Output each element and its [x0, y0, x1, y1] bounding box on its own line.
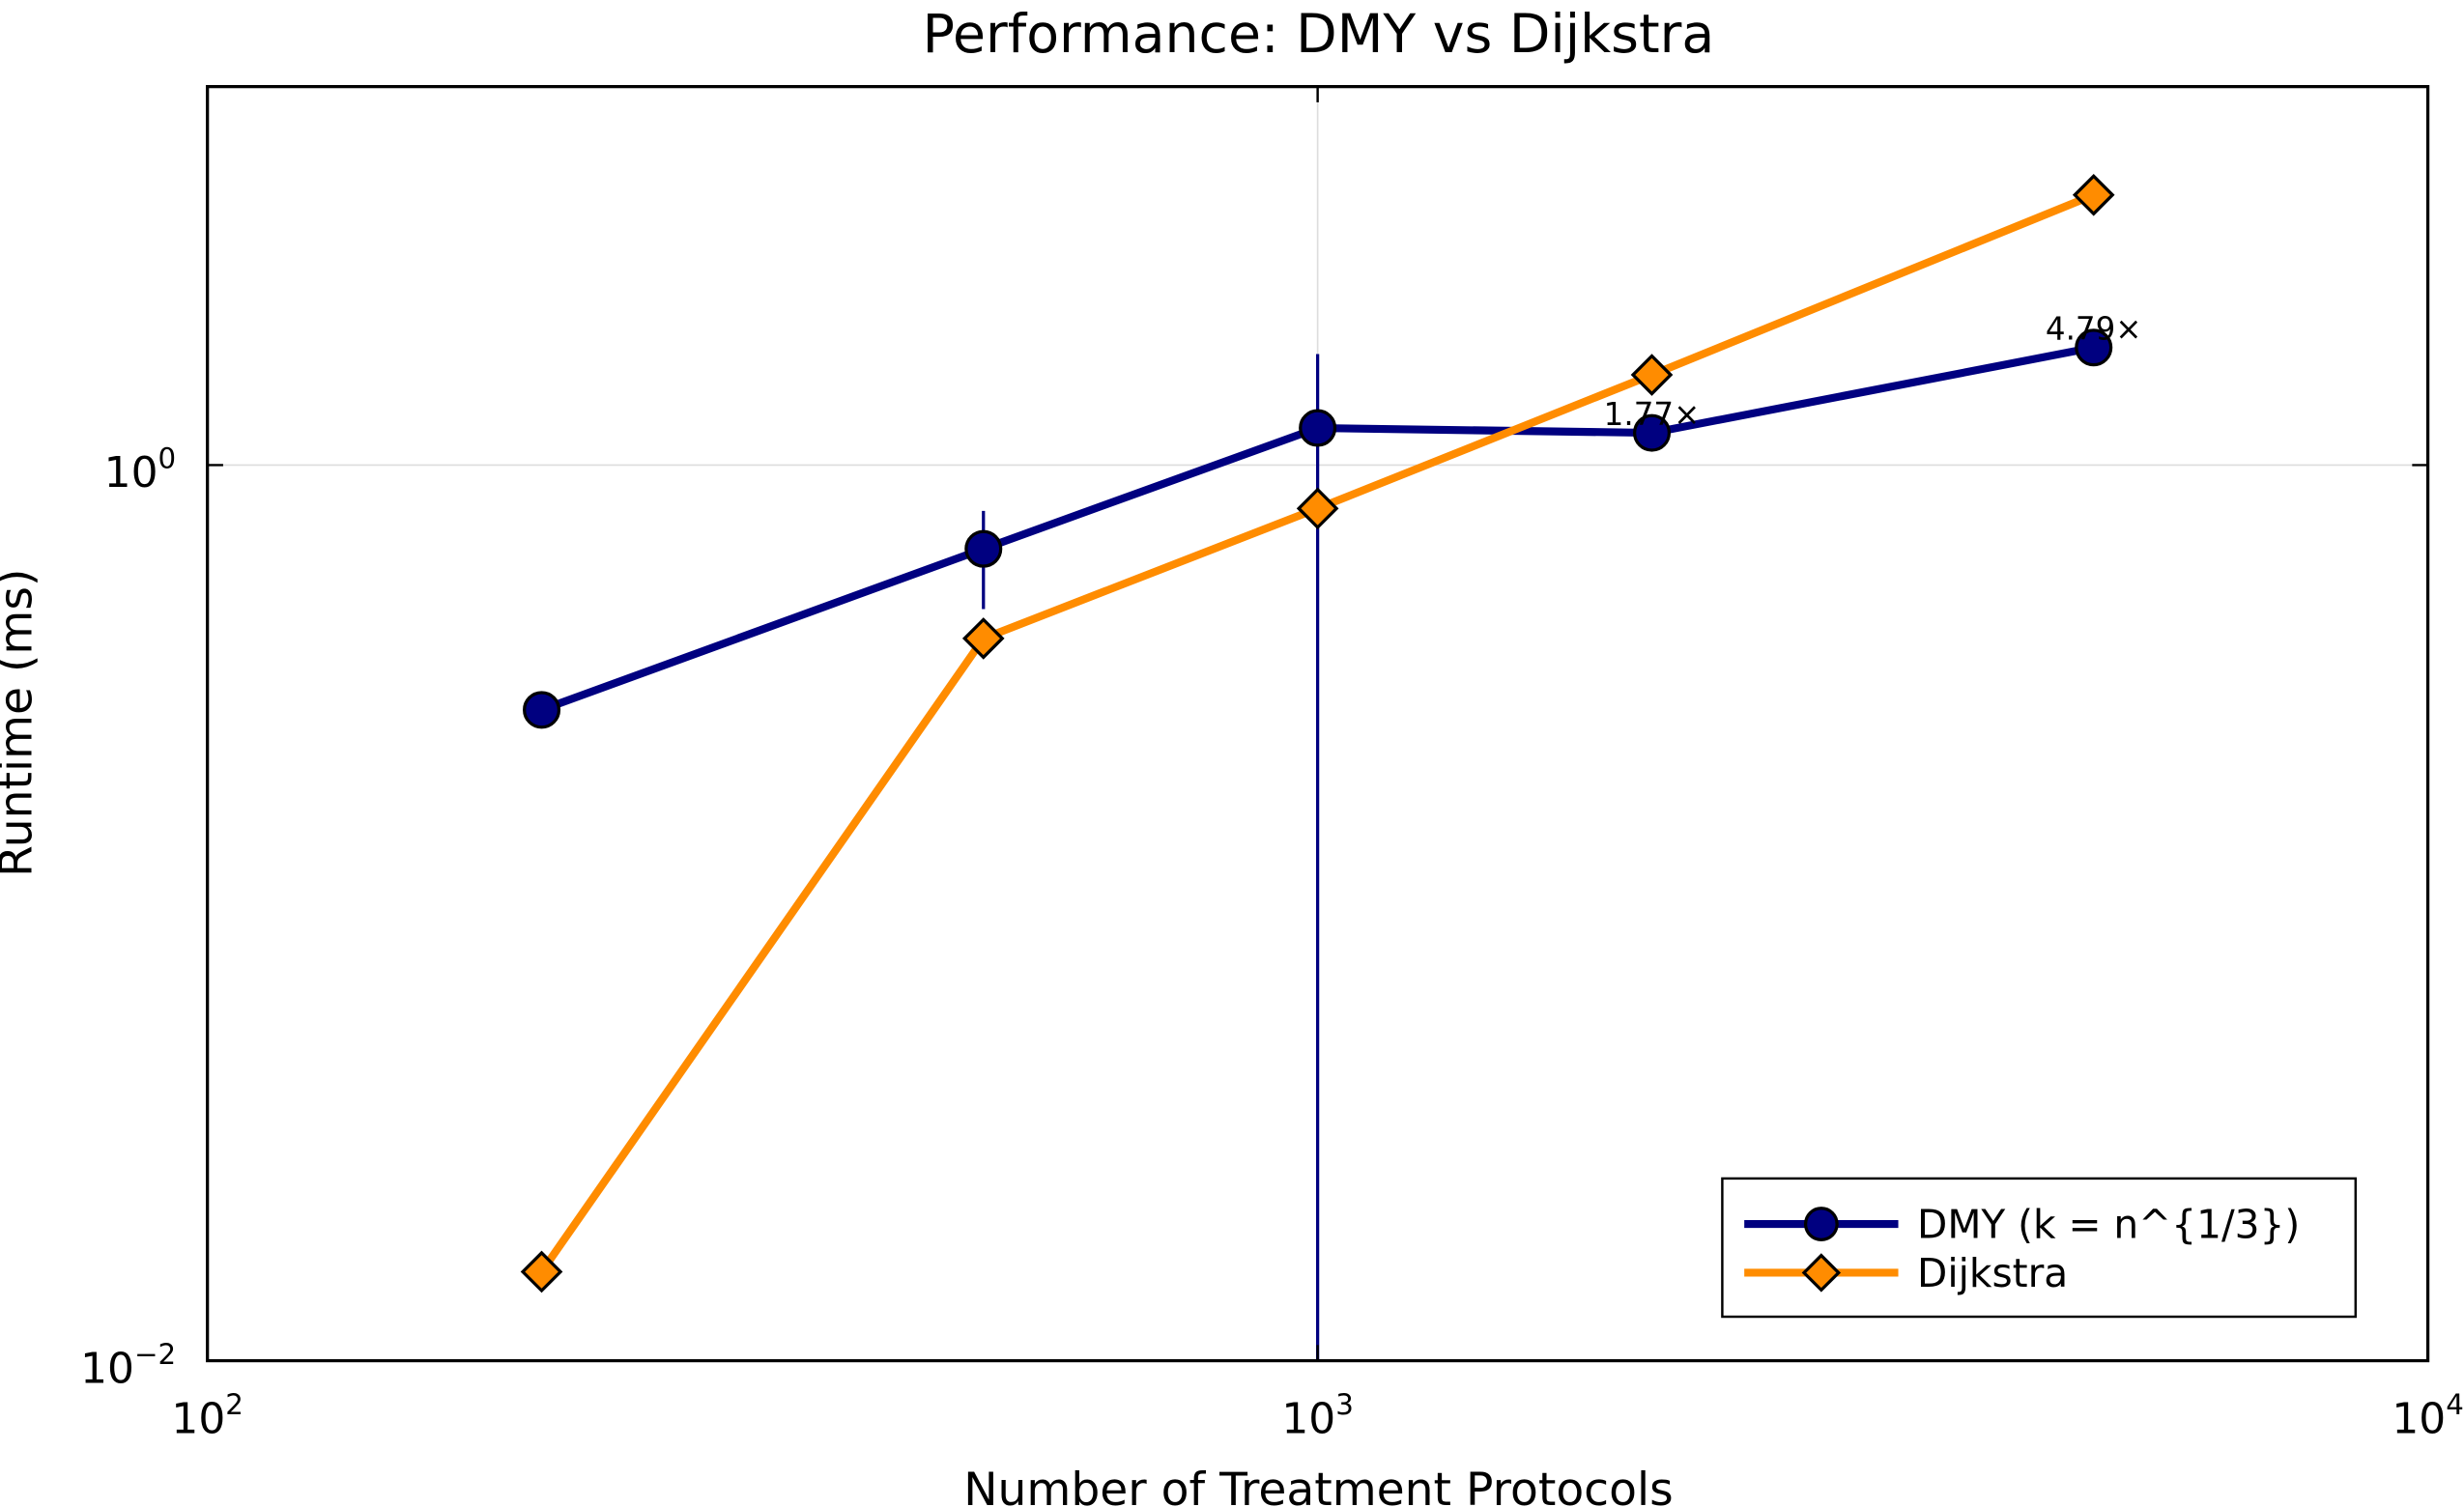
y-axis-label: Runtime (ms) — [0, 569, 43, 877]
legend-label: DMY (k = n^{1/3}) — [1917, 1202, 2300, 1248]
legend-box — [1721, 1177, 2358, 1319]
diamond-marker — [520, 1250, 563, 1294]
annotation-label: 1.77× — [1604, 396, 1701, 433]
y-tick-label: 100 — [104, 442, 176, 498]
x-tick-label: 102 — [171, 1388, 243, 1444]
ticks: 102 103 104 10−2 100 — [80, 86, 2464, 1444]
diamond-marker — [1801, 1253, 1842, 1293]
series-layer: 1.77× 4.79× — [520, 173, 2142, 1361]
x-tick-label: 104 — [2392, 1388, 2463, 1444]
x-tick-label: 103 — [1281, 1388, 1353, 1444]
circle-marker — [1632, 413, 1672, 452]
diamond-marker — [961, 617, 1005, 660]
chart-title: Performance: DMY vs Dijkstra — [923, 4, 1715, 66]
y-tick-label: 10−2 — [80, 1338, 176, 1394]
series-dijkstra — [520, 173, 2115, 1294]
legend: DMY (k = n^{1/3})Dijkstra — [1721, 1177, 2358, 1319]
circle-marker — [964, 529, 1003, 568]
circle-marker — [2075, 328, 2113, 367]
circle-marker — [1803, 1207, 1839, 1241]
diamond-marker — [1630, 354, 1674, 396]
diamond-marker — [2072, 173, 2115, 216]
annotation-label: 4.79× — [2046, 311, 2142, 348]
legend-label: Dijkstra — [1917, 1250, 2068, 1296]
x-axis-label: Number of Treatment Protocols — [963, 1464, 1673, 1507]
diamond-marker — [1296, 487, 1339, 530]
circle-marker — [523, 691, 561, 729]
circle-marker — [1299, 409, 1337, 447]
